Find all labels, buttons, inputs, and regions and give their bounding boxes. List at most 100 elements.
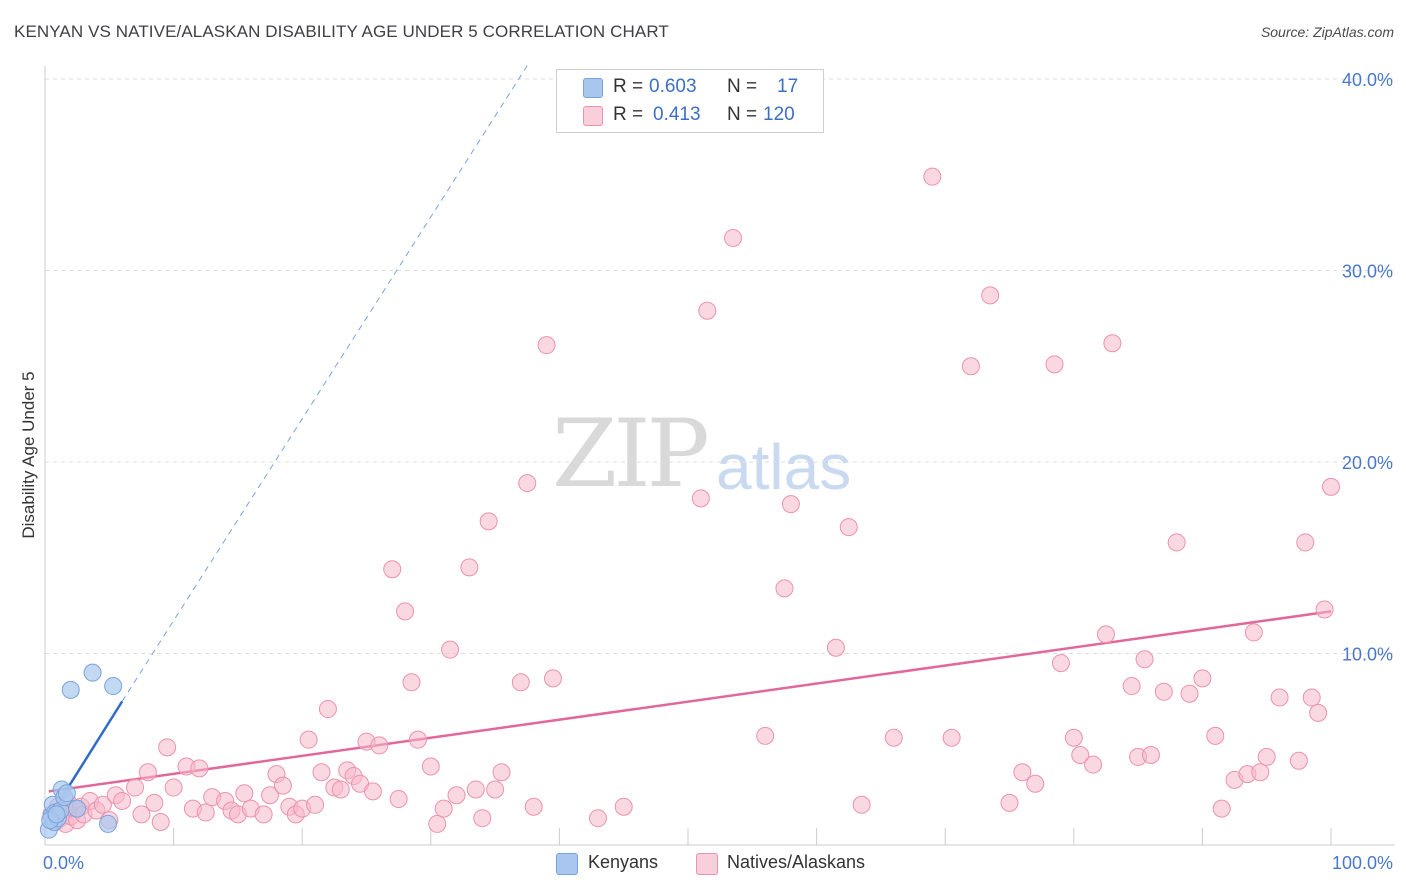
natives-point bbox=[543, 669, 562, 688]
natives-point bbox=[132, 805, 151, 824]
natives-point bbox=[724, 228, 743, 247]
natives-point bbox=[306, 795, 325, 814]
legend-row-kenyans: R = 0.603 N = 17 bbox=[557, 73, 823, 99]
natives-point bbox=[1302, 688, 1321, 707]
natives-point bbox=[691, 489, 710, 508]
legend-n-value: 17 bbox=[777, 76, 799, 97]
kenyans-point bbox=[47, 805, 66, 824]
legend-swatch-blue bbox=[583, 78, 603, 98]
natives-point bbox=[1154, 682, 1173, 701]
natives-point bbox=[781, 495, 800, 514]
natives-point bbox=[190, 759, 209, 778]
correlation-legend: R = 0.603 N = 17 R = 0.413 N = 120 bbox=[556, 69, 824, 133]
legend-r-label: R = bbox=[613, 76, 644, 97]
natives-point bbox=[961, 357, 980, 376]
natives-point bbox=[537, 336, 556, 355]
legend-n-label: N = bbox=[727, 104, 758, 125]
natives-point bbox=[408, 730, 427, 749]
natives-point bbox=[383, 560, 402, 579]
natives-point bbox=[1026, 774, 1045, 793]
kenyans-point bbox=[57, 784, 76, 803]
natives-point bbox=[1270, 688, 1289, 707]
trend-lines bbox=[47, 65, 1332, 819]
legend-n-value: 120 bbox=[763, 104, 795, 125]
kenyans-point bbox=[83, 663, 102, 682]
natives-point bbox=[1212, 799, 1231, 818]
natives-point bbox=[923, 167, 942, 186]
x-tick-label: 100.0% bbox=[1332, 853, 1393, 873]
kenyans-point bbox=[99, 814, 118, 833]
axis-labels: 10.0% 20.0% 30.0% 40.0% 0.0% 100.0% Disability… bbox=[19, 70, 1393, 873]
legend-swatch-blue bbox=[556, 853, 578, 875]
natives-point bbox=[1103, 334, 1122, 353]
legend-r-value: 0.603 bbox=[649, 76, 697, 97]
natives-point bbox=[363, 782, 382, 801]
natives-point bbox=[524, 797, 543, 816]
natives-point bbox=[1309, 703, 1328, 722]
natives-point bbox=[138, 763, 157, 782]
natives-point bbox=[1064, 728, 1083, 747]
chart-title: KENYAN VS NATIVE/ALASKAN DISABILITY AGE … bbox=[14, 22, 669, 41]
natives-point bbox=[614, 797, 633, 816]
natives-point bbox=[1045, 355, 1064, 374]
natives-point bbox=[273, 776, 292, 795]
natives-point bbox=[1096, 625, 1115, 644]
natives-point bbox=[113, 791, 132, 810]
kenyans-point bbox=[68, 799, 87, 818]
natives-point bbox=[158, 738, 177, 757]
natives-point bbox=[1289, 751, 1308, 770]
natives-point bbox=[145, 793, 164, 812]
legend-row-natives: R = 0.413 N = 120 bbox=[557, 101, 823, 127]
natives-point bbox=[1244, 623, 1263, 642]
natives-point bbox=[254, 805, 273, 824]
legend-label: Kenyans bbox=[588, 852, 659, 872]
natives-point bbox=[1135, 650, 1154, 669]
natives-point bbox=[93, 795, 112, 814]
kenyans-point bbox=[61, 680, 80, 699]
kenyans-trend-extension bbox=[121, 65, 528, 702]
natives-point bbox=[447, 786, 466, 805]
natives-point bbox=[942, 728, 961, 747]
natives-point bbox=[1141, 745, 1160, 764]
natives-point bbox=[884, 728, 903, 747]
natives-point bbox=[428, 814, 447, 833]
source-label: Source: ZipAtlas.com bbox=[1260, 24, 1394, 40]
natives-point bbox=[1000, 793, 1019, 812]
natives-point bbox=[370, 736, 389, 755]
natives-point bbox=[441, 640, 460, 659]
natives-point bbox=[518, 474, 537, 493]
natives-point bbox=[164, 778, 183, 797]
y-axis-label: Disability Age Under 5 bbox=[19, 371, 38, 538]
natives-point bbox=[235, 784, 254, 803]
kenyans-point bbox=[104, 677, 123, 696]
legend-swatch-pink bbox=[583, 106, 603, 126]
legend-label: Natives/Alaskans bbox=[727, 852, 866, 872]
natives-point bbox=[839, 518, 858, 537]
natives-point bbox=[1296, 533, 1315, 552]
legend-swatch-pink bbox=[696, 853, 718, 875]
natives-point bbox=[312, 763, 331, 782]
natives-point bbox=[1206, 726, 1225, 745]
y-tick-label: 20.0% bbox=[1342, 453, 1393, 473]
natives-point bbox=[151, 813, 170, 832]
natives-point bbox=[981, 286, 1000, 305]
natives-point bbox=[1193, 669, 1212, 688]
natives-point bbox=[511, 673, 530, 692]
legend-n-label: N = bbox=[727, 76, 758, 97]
natives-point bbox=[1013, 763, 1032, 782]
natives-point bbox=[588, 809, 607, 828]
natives-point bbox=[196, 803, 215, 822]
natives-point bbox=[421, 757, 440, 776]
natives-point bbox=[1322, 477, 1340, 496]
watermark-atlas: atlas bbox=[716, 431, 852, 503]
natives-point bbox=[402, 673, 421, 692]
natives-point bbox=[852, 795, 871, 814]
natives-point bbox=[479, 512, 498, 531]
natives-point bbox=[460, 558, 479, 577]
natives-point bbox=[261, 786, 280, 805]
natives-point bbox=[473, 809, 492, 828]
x-tick-label: 0.0% bbox=[43, 853, 84, 873]
grid-lines bbox=[45, 78, 1395, 654]
natives-point bbox=[389, 790, 408, 809]
